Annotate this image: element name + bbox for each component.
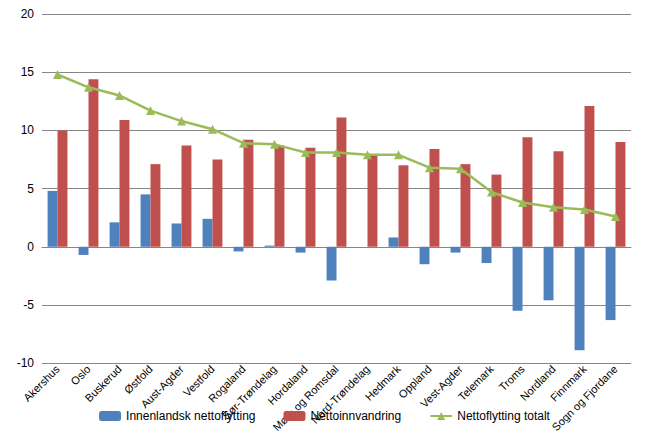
svg-text:Telemark: Telemark bbox=[456, 363, 496, 403]
svg-text:Sogn og Fjordane: Sogn og Fjordane bbox=[550, 363, 620, 433]
svg-text:5: 5 bbox=[27, 182, 34, 196]
svg-text:Rogaland: Rogaland bbox=[206, 362, 248, 405]
svg-text:Nettoflytting totalt: Nettoflytting totalt bbox=[457, 409, 550, 423]
svg-text:Finnmark: Finnmark bbox=[547, 362, 589, 404]
svg-text:15: 15 bbox=[21, 65, 35, 79]
svg-text:Aust-Agder: Aust-Agder bbox=[138, 363, 186, 411]
svg-text:Østfold: Østfold bbox=[121, 362, 155, 396]
svg-text:20: 20 bbox=[21, 7, 35, 21]
svg-text:Troms: Troms bbox=[496, 362, 527, 394]
svg-text:Nordland: Nordland bbox=[517, 362, 558, 403]
svg-text:Buskerud: Buskerud bbox=[82, 363, 123, 404]
svg-text:Akershus: Akershus bbox=[21, 363, 62, 404]
svg-text:10: 10 bbox=[21, 123, 35, 137]
svg-text:0: 0 bbox=[27, 240, 34, 254]
svg-text:Oppland: Oppland bbox=[395, 362, 434, 401]
svg-text:Hedmark: Hedmark bbox=[363, 363, 403, 403]
svg-text:Oslo: Oslo bbox=[68, 363, 92, 387]
svg-text:Sør-Trøndelag: Sør-Trøndelag bbox=[220, 362, 279, 422]
svg-text:-10: -10 bbox=[17, 356, 35, 370]
svg-text:Møre og Romsdal: Møre og Romsdal bbox=[270, 362, 341, 434]
svg-text:Innenlandsk nettoflytting: Innenlandsk nettoflytting bbox=[126, 409, 255, 423]
svg-text:Hordaland: Hordaland bbox=[265, 362, 310, 408]
svg-text:Vestfold: Vestfold bbox=[180, 362, 217, 399]
svg-text:Vest-Agder: Vest-Agder bbox=[418, 363, 465, 410]
svg-text:Nettoinnvandring: Nettoinnvandring bbox=[310, 409, 401, 423]
svg-text:-5: -5 bbox=[23, 298, 34, 312]
